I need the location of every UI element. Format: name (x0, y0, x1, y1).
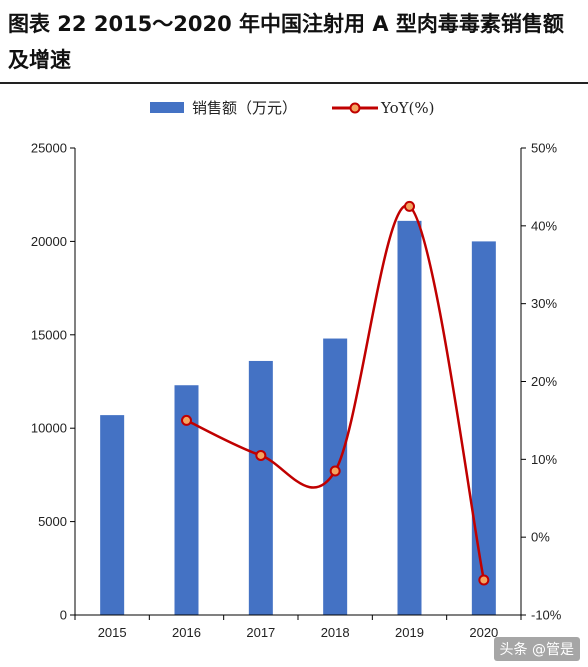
yoy-point-2019 (404, 200, 415, 212)
x-tick-label: 2016 (172, 625, 201, 640)
yoy-points (181, 200, 490, 586)
left-tick-labels: 0 5000 10000 15000 20000 25000 (31, 141, 67, 623)
left-tick-label: 25000 (31, 141, 67, 156)
right-tick-label: 0% (531, 530, 550, 545)
x-tick-label: 2017 (246, 625, 275, 640)
bar-2019 (397, 220, 422, 616)
x-tick-label: 2020 (469, 625, 498, 640)
right-tick-label: 40% (531, 218, 557, 233)
bar-series (100, 220, 496, 616)
x-tick-labels: 2015 2016 2017 2018 2019 2020 (98, 625, 499, 640)
bar-2017 (248, 360, 273, 615)
bar-2018 (323, 338, 348, 615)
right-tick-label: 30% (531, 296, 557, 311)
title-divider (0, 82, 588, 84)
yoy-point-2018 (329, 465, 341, 477)
left-tick-label: 0 (60, 608, 67, 623)
yoy-point-2020 (478, 574, 490, 586)
bar-2020 (471, 241, 496, 615)
legend-line-label: YoY(%) (380, 99, 435, 117)
left-tick-label: 5000 (38, 514, 67, 529)
legend-line-marker (349, 102, 361, 114)
left-tick-label: 10000 (31, 421, 67, 436)
axes (70, 147, 526, 620)
right-tick-label: 20% (531, 374, 557, 389)
right-tick-label: 50% (531, 141, 557, 156)
x-tick-label: 2018 (321, 625, 350, 640)
bar-2015 (100, 415, 125, 615)
yoy-point-2016 (181, 414, 192, 426)
x-tick-label: 2015 (98, 625, 127, 640)
yoy-point-2017 (255, 449, 267, 461)
left-tick-label: 20000 (31, 234, 67, 249)
chart-title: 图表 22 2015～2020 年中国注射用 A 型肉毒毒素销售额及增速 (8, 12, 564, 72)
legend-bar-label: 销售额（万元） (192, 99, 297, 117)
legend: 销售额（万元） YoY(%) (150, 99, 435, 117)
right-tick-label: 10% (531, 452, 557, 467)
legend-bar-swatch (150, 102, 184, 113)
watermark: 头条 @管是 (493, 637, 580, 661)
right-tick-label: -10% (531, 608, 562, 623)
right-tick-labels: -10% 0% 10% 20% 30% 40% 50% (531, 141, 562, 623)
x-tick-label: 2019 (395, 625, 424, 640)
left-tick-label: 15000 (31, 327, 67, 342)
